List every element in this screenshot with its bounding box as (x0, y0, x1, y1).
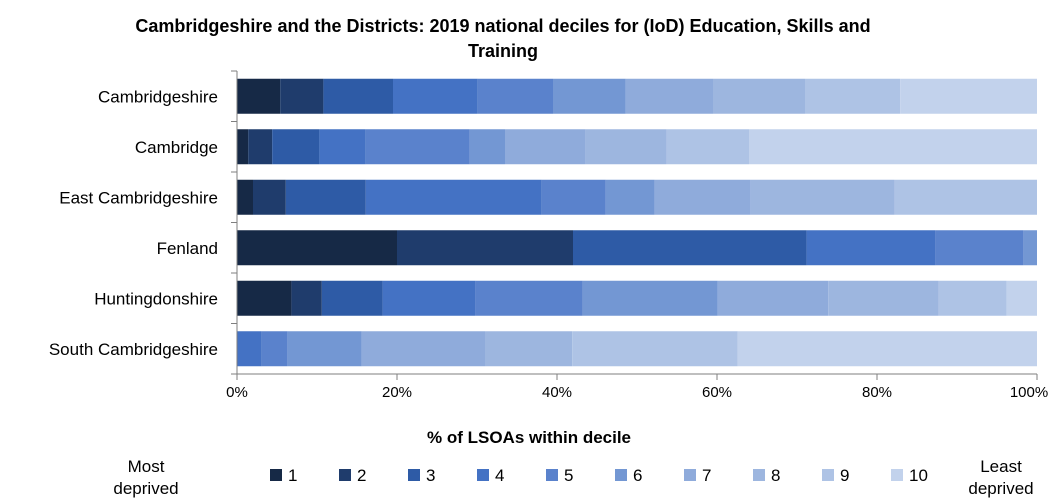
bar-segment (469, 129, 505, 165)
bar-segment (737, 331, 1037, 367)
bar-segment (323, 78, 393, 114)
bar-segment (477, 78, 553, 114)
legend-label: 7 (702, 466, 711, 485)
bar-segment (654, 179, 751, 215)
bar-segment (253, 179, 286, 215)
bar-segment (713, 78, 805, 114)
bar-segment (248, 129, 273, 165)
bar-segment (938, 280, 1007, 316)
bar-segment (806, 230, 936, 266)
y-tick-label: East Cambridgeshire (59, 188, 218, 207)
bar-segment (935, 230, 1024, 266)
legend-swatch (408, 469, 420, 481)
bar-segment (1023, 230, 1037, 266)
bar-segment (382, 280, 476, 316)
bar-segment (321, 280, 383, 316)
legend-label: 1 (288, 466, 297, 485)
y-tick-label: Fenland (157, 239, 218, 258)
legend-swatch (615, 469, 627, 481)
x-tick-label: 60% (702, 384, 732, 401)
bar-segment (900, 78, 1037, 114)
bar-segment (749, 129, 1037, 165)
bar-segment (237, 280, 292, 316)
bar-segment (553, 78, 626, 114)
bar-segment (582, 280, 718, 316)
plot-area (237, 78, 1037, 367)
bar-segment (505, 129, 586, 165)
legend-least-deprived-line-2: deprived (968, 479, 1033, 498)
bar-segment (272, 129, 320, 165)
legend-label: 3 (426, 466, 435, 485)
x-tick-label: 100% (1010, 384, 1048, 401)
bar-segment (894, 179, 1037, 215)
bar-segment (1006, 280, 1037, 316)
bar-segment (750, 179, 895, 215)
bar-segment (541, 179, 606, 215)
x-tick-label: 0% (226, 384, 248, 401)
legend-swatch (339, 469, 351, 481)
bar-segment (285, 179, 366, 215)
legend-swatch (753, 469, 765, 481)
bar-segment (237, 129, 249, 165)
bar-segment (805, 78, 901, 114)
x-axis-label: % of LSOAs within decile (427, 428, 631, 447)
legend-label: 9 (840, 466, 849, 485)
bar-segment (573, 230, 807, 266)
legend-label: 4 (495, 466, 504, 485)
legend-label: 8 (771, 466, 780, 485)
legend-swatch (546, 469, 558, 481)
x-tick-label: 80% (862, 384, 892, 401)
legend-most-deprived-line-2: deprived (113, 479, 178, 498)
bar-segment (365, 179, 542, 215)
bar-segment (572, 331, 738, 367)
bar-segment (475, 280, 583, 316)
bar-segment (287, 331, 362, 367)
bar-segment (319, 129, 366, 165)
bar-segment (261, 331, 288, 367)
chart-title-line-1: Cambridgeshire and the Districts: 2019 n… (135, 16, 870, 36)
bar-segment (485, 331, 573, 367)
bar-segment (237, 179, 253, 215)
y-tick-label: Cambridgeshire (98, 87, 218, 106)
chart-title: Cambridgeshire and the Districts: 2019 n… (135, 16, 870, 61)
legend-label: 2 (357, 466, 366, 485)
legend-swatch (891, 469, 903, 481)
legend-swatch (270, 469, 282, 481)
legend-swatch (477, 469, 489, 481)
bar-segment (717, 280, 829, 316)
y-tick-label: Cambridge (135, 138, 218, 157)
y-tick-label: South Cambridgeshire (49, 340, 218, 359)
chart-title-line-2: Training (468, 41, 538, 61)
bar-segment (280, 78, 324, 114)
bar-segment (393, 78, 478, 114)
bar-segment (365, 129, 470, 165)
legend: Most deprived Least deprived 1 2 3 4 5 6 7 8 9 10 (113, 457, 1033, 498)
bar-segment (361, 331, 485, 367)
bar-segment (237, 78, 281, 114)
bar-segment (828, 280, 939, 316)
legend-most-deprived-line-1: Most (128, 457, 165, 476)
bar-segment (605, 179, 655, 215)
x-tick-label: 20% (382, 384, 412, 401)
legend-swatch (822, 469, 834, 481)
bar-segment (585, 129, 667, 165)
x-axis: 0% 20% 40% 60% 80% 100% (226, 373, 1048, 401)
x-tick-label: 40% (542, 384, 572, 401)
bar-segment (625, 78, 713, 114)
y-tick-label: Huntingdonshire (94, 289, 218, 308)
bar-segment (291, 280, 322, 316)
y-axis: Cambridgeshire Cambridge East Cambridgeshi… (49, 70, 238, 375)
legend-label: 10 (909, 466, 928, 485)
legend-swatch (684, 469, 696, 481)
legend-label: 5 (564, 466, 573, 485)
bar-segment (397, 230, 573, 266)
bar-segment (666, 129, 749, 165)
legend-label: 6 (633, 466, 642, 485)
legend-least-deprived-line-1: Least (980, 457, 1022, 476)
bar-segment (237, 331, 262, 367)
bar-segment (237, 230, 397, 266)
